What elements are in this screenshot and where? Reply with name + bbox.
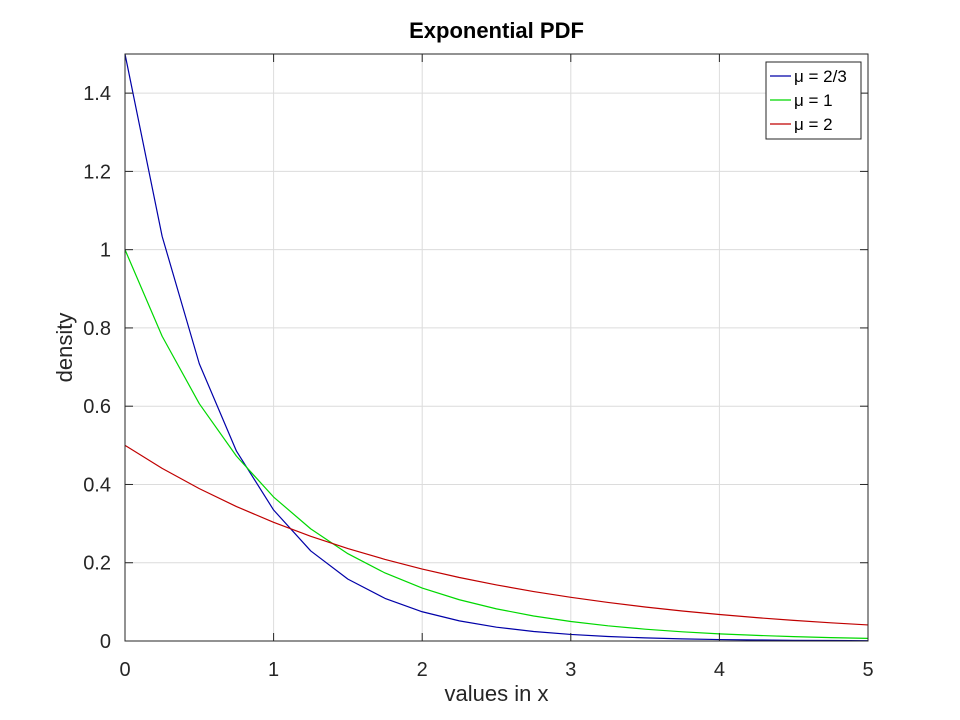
y-tick-label: 0.2 <box>83 553 111 575</box>
y-tick-label: 1.2 <box>83 161 111 183</box>
y-tick-label: 1 <box>100 240 111 262</box>
x-tick-label: 0 <box>119 659 130 681</box>
y-tick-label: 0 <box>100 631 111 653</box>
x-tick-label: 1 <box>268 659 279 681</box>
x-axis-label: values in x <box>445 681 549 706</box>
x-tick-label: 3 <box>565 659 576 681</box>
legend: μ = 2/3 μ = 1 μ = 2 <box>765 61 862 140</box>
y-tick-label: 0.8 <box>83 318 111 340</box>
series-line <box>124 249 869 639</box>
x-tick-label: 2 <box>417 659 428 681</box>
grid-lines <box>124 54 869 642</box>
y-tick-label: 1.4 <box>83 83 111 105</box>
plot-area-background <box>125 54 868 641</box>
chart-title: Exponential PDF <box>409 18 584 43</box>
plot-area-border <box>124 53 869 642</box>
y-axis-label: density <box>52 313 77 383</box>
y-tick-label: 0.6 <box>83 396 111 418</box>
x-tick-label: 4 <box>714 659 725 681</box>
series-line <box>124 444 869 626</box>
legend-label: μ = 2/3 <box>794 67 847 86</box>
series-line <box>124 53 869 642</box>
series-lines <box>124 53 869 642</box>
x-tick-label: 5 <box>862 659 873 681</box>
legend-label: μ = 2 <box>794 115 833 134</box>
legend-label: μ = 1 <box>794 91 833 110</box>
y-tick-label: 0.4 <box>83 474 111 496</box>
axis-ticks: 0 1 2 3 4 5 0 0.2 0.4 0.6 0.8 1 1.2 1.4 <box>83 54 874 681</box>
